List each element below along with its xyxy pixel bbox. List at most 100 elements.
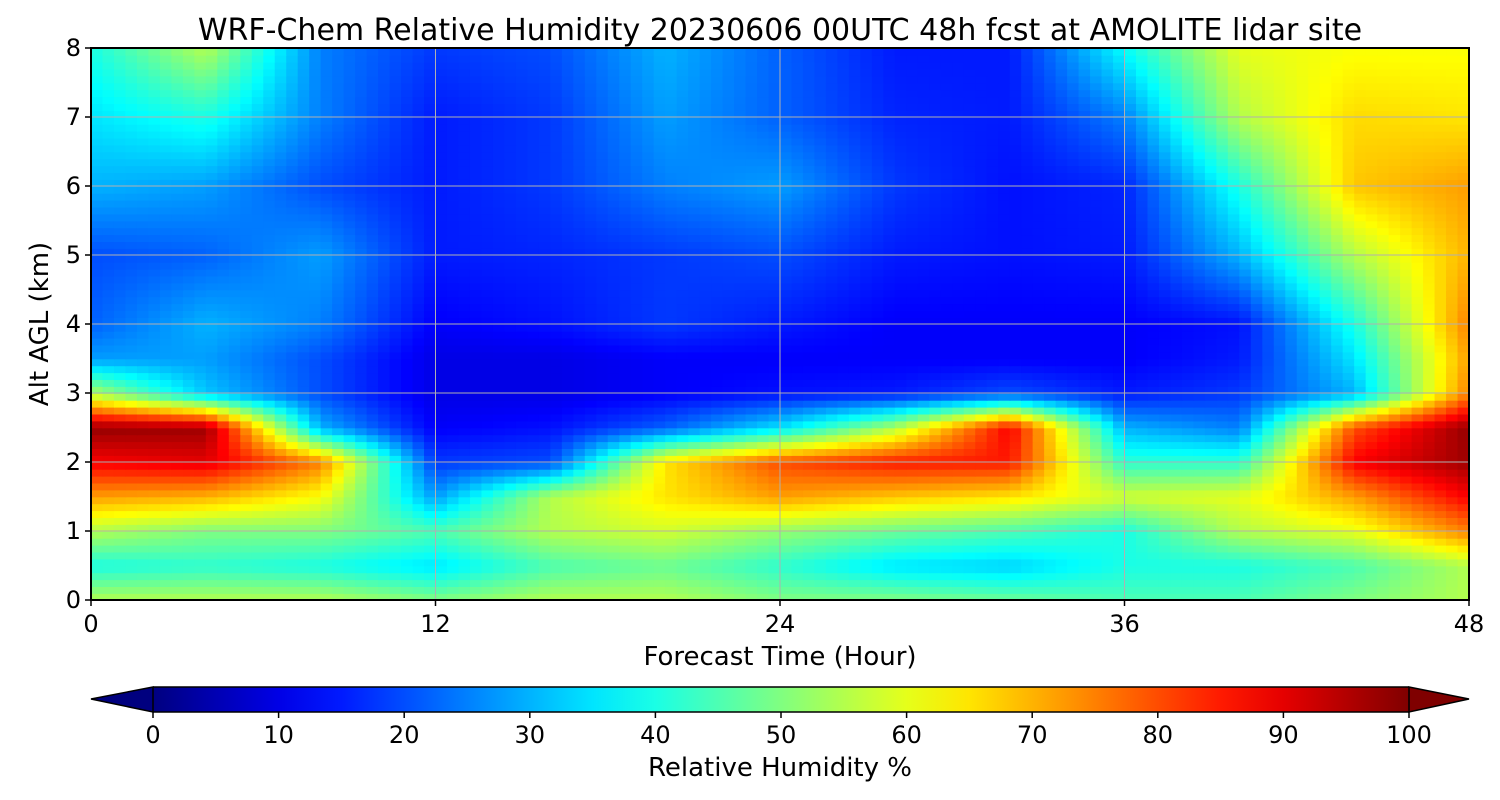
heatmap-cell — [446, 399, 460, 408]
heatmap-cell — [1262, 330, 1275, 339]
heatmap-cell — [1158, 468, 1172, 477]
heatmap-cell — [1434, 496, 1447, 505]
heatmap-cell — [309, 565, 322, 574]
heatmap-cell — [228, 441, 242, 449]
heatmap-cell — [1411, 365, 1424, 374]
heatmap-cell — [1158, 517, 1172, 525]
heatmap-cell — [561, 489, 575, 498]
heatmap-cell — [389, 455, 402, 463]
heatmap-cell — [837, 358, 850, 367]
heatmap-cell — [378, 317, 391, 325]
heatmap-cell — [1331, 393, 1344, 401]
heatmap-cell — [263, 565, 276, 574]
heatmap-cell — [1009, 503, 1022, 512]
heatmap-cell — [320, 337, 333, 346]
heatmap-cell — [217, 344, 230, 353]
heatmap-cell — [780, 420, 793, 429]
heatmap-cell — [424, 372, 437, 380]
heatmap-cell — [332, 406, 345, 415]
heatmap-cell — [91, 593, 104, 600]
heatmap-cell — [1239, 351, 1252, 360]
heatmap-cell — [481, 420, 494, 429]
heatmap-cell — [1308, 496, 1321, 505]
heatmap-cell — [424, 531, 437, 539]
heatmap-cell — [435, 524, 448, 532]
heatmap-cell — [1078, 344, 1091, 353]
heatmap-cell — [446, 441, 460, 449]
heatmap-cell — [527, 551, 540, 560]
heatmap-cell — [745, 544, 758, 553]
heatmap-cell — [768, 434, 781, 443]
heatmap-cell — [1021, 448, 1034, 456]
heatmap-cell — [1227, 427, 1241, 436]
heatmap-cell — [538, 489, 552, 498]
heatmap-cell — [619, 510, 632, 518]
heatmap-cell — [699, 517, 712, 525]
heatmap-cell — [515, 475, 529, 484]
heatmap-cell — [320, 593, 333, 600]
heatmap-cell — [504, 510, 517, 518]
heatmap-cell — [355, 510, 368, 518]
heatmap-cell — [1365, 324, 1378, 332]
heatmap-cell — [768, 413, 781, 422]
heatmap-cell — [1434, 572, 1447, 581]
heatmap-cell — [1319, 572, 1332, 581]
heatmap-cell — [711, 379, 724, 387]
heatmap-cell — [734, 379, 747, 387]
heatmap-cell — [217, 330, 230, 339]
heatmap-cell — [894, 379, 908, 387]
heatmap-cell — [1078, 365, 1091, 374]
heatmap-cell — [986, 496, 999, 505]
heatmap-cell — [1342, 337, 1355, 346]
heatmap-cell — [1273, 399, 1287, 408]
heatmap-cell — [1113, 517, 1126, 525]
heatmap-cell — [1434, 420, 1447, 429]
heatmap-cell — [205, 572, 219, 581]
heatmap-cell — [1434, 406, 1447, 415]
heatmap-cell — [883, 489, 896, 498]
heatmap-cell — [274, 572, 288, 581]
heatmap-cell — [940, 455, 954, 463]
heatmap-cell — [1009, 372, 1022, 380]
heatmap-cell — [1032, 379, 1045, 387]
heatmap-cell — [607, 310, 621, 318]
heatmap-cell — [975, 572, 988, 581]
heatmap-cell — [1296, 406, 1310, 415]
heatmap-cell — [1135, 593, 1149, 600]
heatmap-cell — [711, 372, 724, 380]
heatmap-cell — [975, 379, 988, 387]
heatmap-cell — [1009, 482, 1022, 491]
heatmap-cell — [1021, 427, 1034, 436]
heatmap-cell — [940, 524, 954, 532]
heatmap-cell — [469, 310, 483, 318]
heatmap-cell — [780, 406, 793, 415]
heatmap-cell — [286, 413, 299, 422]
heatmap-cell — [251, 524, 265, 532]
heatmap-cell — [596, 448, 609, 456]
heatmap-cell — [1457, 324, 1469, 332]
heatmap-cell — [504, 572, 517, 581]
heatmap-cell — [963, 330, 977, 339]
heatmap-cell — [1193, 448, 1206, 456]
heatmap-cell — [1090, 427, 1103, 436]
heatmap-cell — [366, 593, 379, 600]
heatmap-cell — [860, 434, 873, 443]
heatmap-cell — [894, 434, 908, 443]
heatmap-cell — [91, 386, 104, 394]
heatmap-cell — [596, 441, 609, 449]
heatmap-cell — [963, 420, 977, 429]
heatmap-cell — [332, 372, 345, 380]
heatmap-cell — [251, 475, 265, 484]
heatmap-cell — [1285, 531, 1298, 539]
heatmap-cell — [894, 489, 908, 498]
heatmap-cell — [1067, 558, 1080, 567]
heatmap-cell — [734, 344, 747, 353]
heatmap-cell — [102, 558, 115, 567]
heatmap-cell — [1009, 393, 1022, 401]
heatmap-cell — [504, 434, 517, 443]
heatmap-cell — [1239, 462, 1252, 470]
heatmap-cell — [1113, 330, 1126, 339]
heatmap-cell — [171, 496, 184, 505]
heatmap-cell — [837, 434, 850, 443]
heatmap-cell — [286, 386, 299, 394]
